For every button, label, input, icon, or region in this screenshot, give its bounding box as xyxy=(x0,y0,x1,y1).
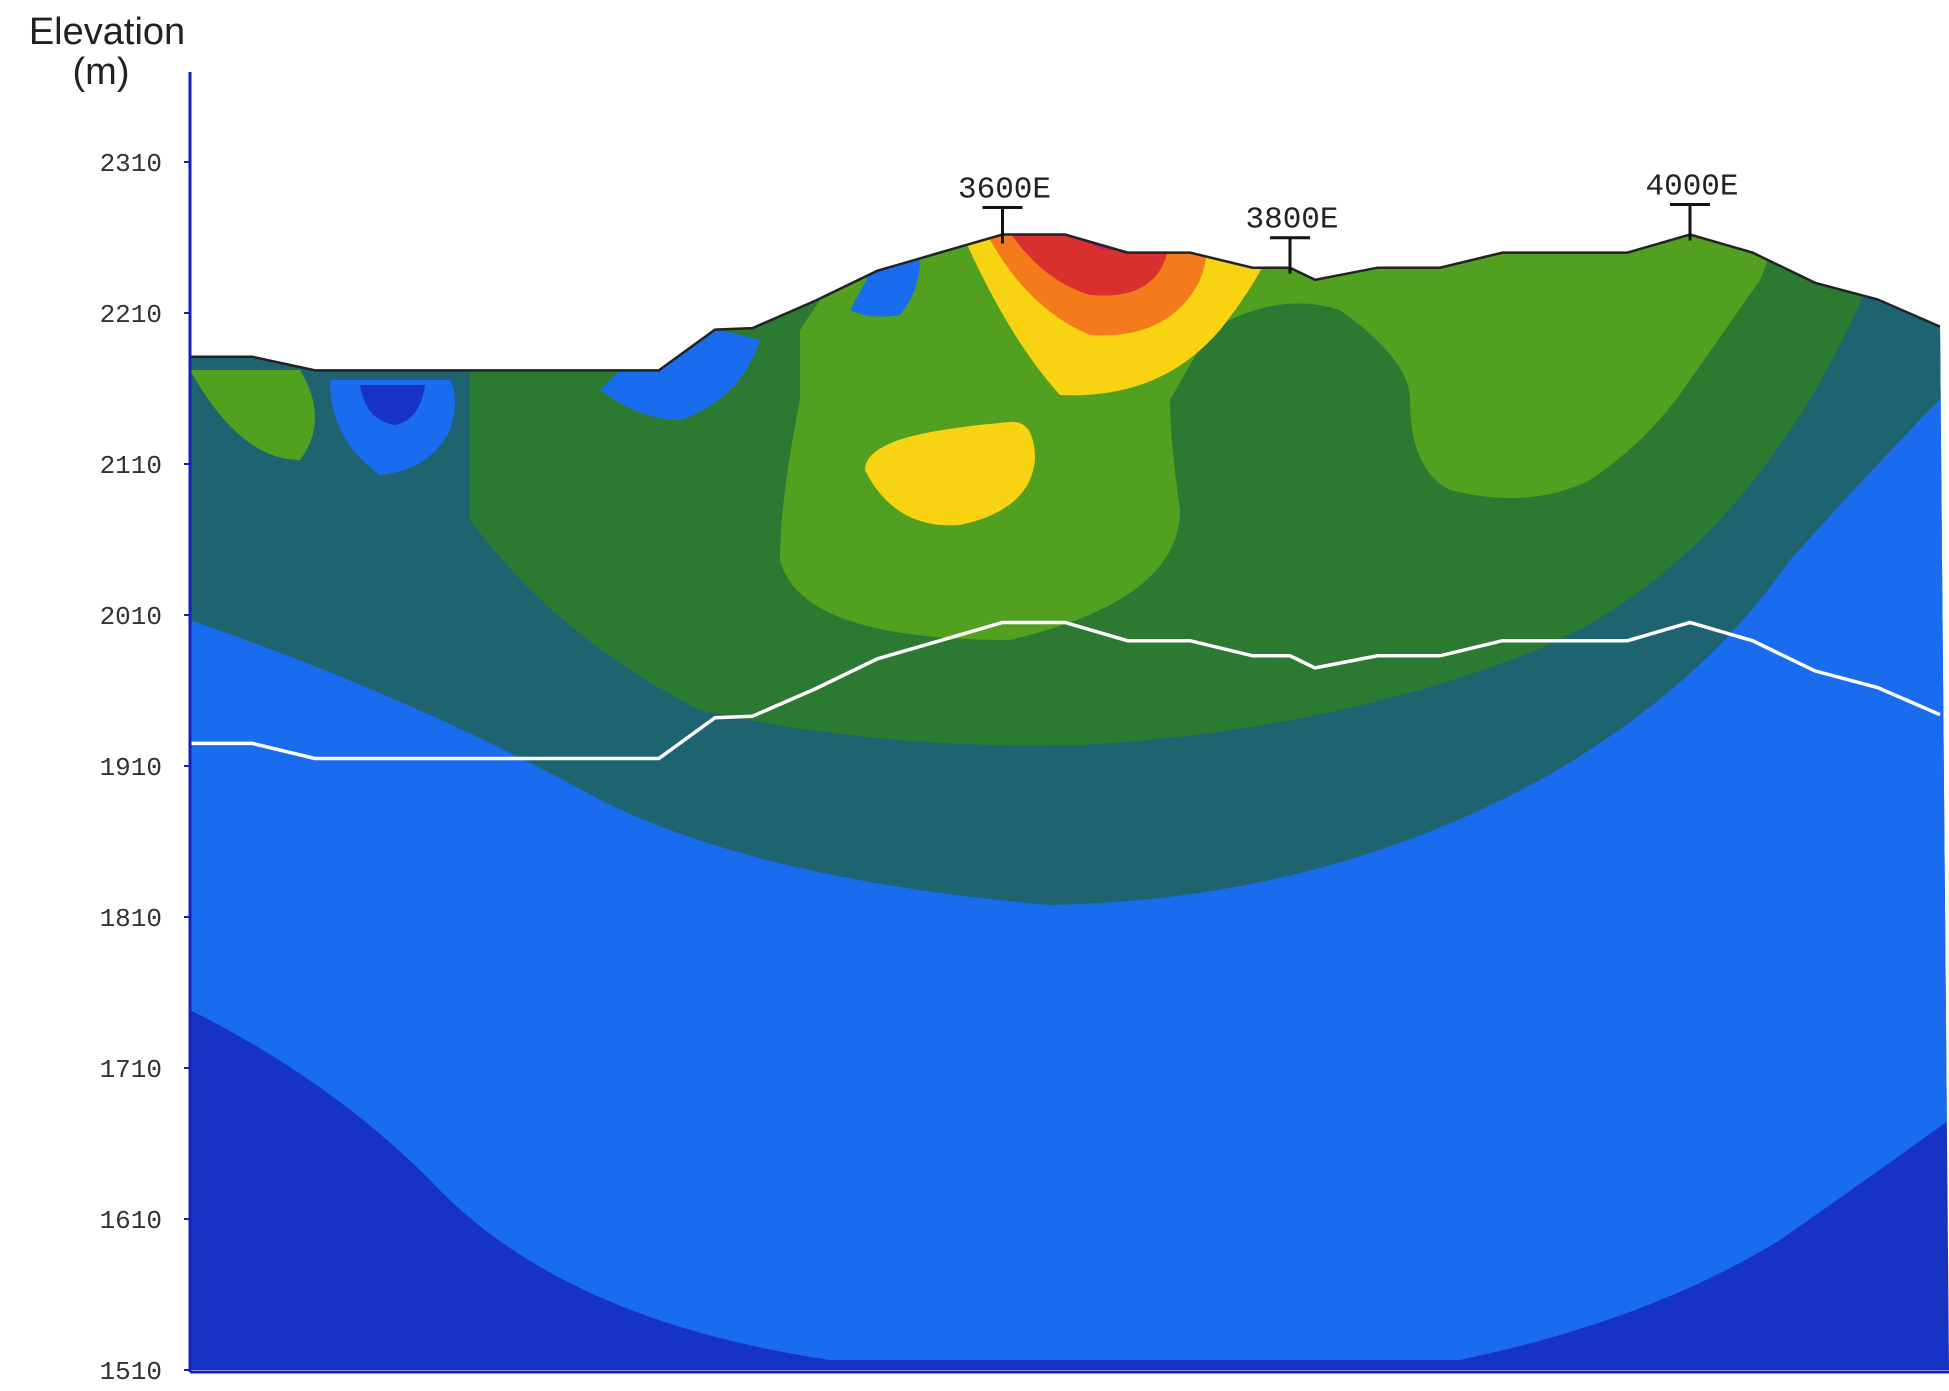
y-tick-label: 1910 xyxy=(100,753,162,783)
zone-yellow-right-top xyxy=(1690,234,1750,237)
zone-yellow-lens xyxy=(865,421,1035,526)
station-marker: 4000E xyxy=(1645,169,1739,241)
y-tick-label: 1810 xyxy=(100,904,162,934)
y-tick-label: 1610 xyxy=(100,1206,162,1236)
zone-blue-pocket-4 xyxy=(1580,212,1641,233)
y-ticks: 2310 2210 2110 2010 1910 1810 1710 1610 1510 xyxy=(100,149,190,1387)
y-tick-label: 2210 xyxy=(100,300,162,330)
y-axis-label-line1: Elevation xyxy=(29,11,185,53)
y-tick-label: 1710 xyxy=(100,1055,162,1085)
station-marker: 3800E xyxy=(1245,203,1339,274)
y-axis-label-line2: (m) xyxy=(73,51,130,93)
station-label: 3800E xyxy=(1245,203,1338,238)
station-marker: 3600E xyxy=(958,173,1051,244)
boundary-line xyxy=(190,620,1941,761)
station-label: 4000E xyxy=(1645,169,1738,204)
zone-deep-blue-pocket xyxy=(360,385,425,425)
plot-area xyxy=(190,212,1949,1370)
zone-red xyxy=(1005,234,1169,296)
zone-blue-pocket-1 xyxy=(330,380,455,475)
zone-blue-pocket-3 xyxy=(850,255,920,317)
y-tick-label: 2010 xyxy=(100,602,162,632)
y-tick-label: 1510 xyxy=(100,1357,162,1387)
y-tick-label: 2110 xyxy=(100,451,162,481)
station-markers: 3600E 3800E 4000E xyxy=(958,169,1739,274)
topography-line xyxy=(190,233,1941,372)
y-tick-label: 2310 xyxy=(100,149,162,179)
station-label: 3600E xyxy=(958,173,1051,208)
zone-green-left xyxy=(190,370,315,460)
